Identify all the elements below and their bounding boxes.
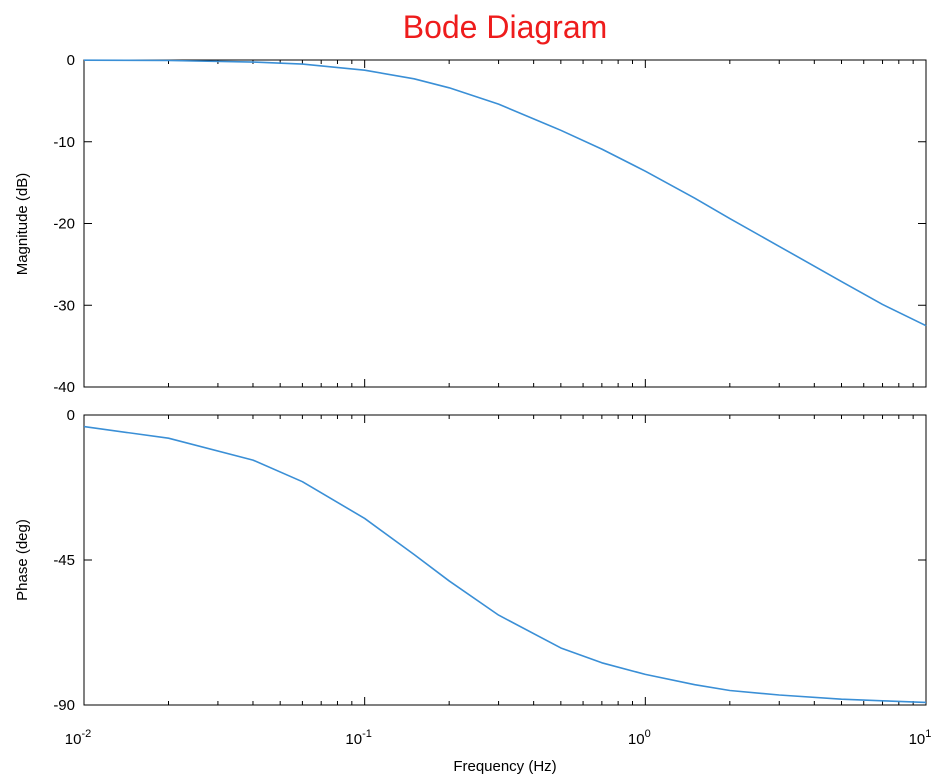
magnitude-y-tick-label: 0 [67, 52, 75, 69]
magnitude-y-tick-label: -30 [53, 297, 75, 314]
frequency-axis-label: Frequency (Hz) [453, 758, 556, 775]
phase-y-tick-label: 0 [67, 407, 75, 424]
x-tick-label: 10-2 [65, 728, 91, 748]
phase-y-tick-label: -90 [53, 697, 75, 714]
x-tick-label: 101 [909, 728, 932, 748]
phase-axis-label: Phase (deg) [14, 519, 31, 601]
phase-frame [83, 414, 927, 706]
phase-y-tick-label: -45 [53, 552, 75, 569]
x-tick-label: 10-1 [345, 728, 371, 748]
magnitude-axis-label: Magnitude (dB) [14, 173, 31, 276]
phase-plot: 0 -45 -90 10-2 10-1 100 101 [53, 407, 931, 748]
magnitude-y-tick-label: -10 [53, 134, 75, 151]
chart-title: Bode Diagram [403, 9, 608, 45]
magnitude-y-tick-label: -20 [53, 216, 75, 233]
phase-series-line [83, 425, 927, 704]
magnitude-frame [83, 59, 927, 388]
x-tick-label: 100 [628, 728, 651, 748]
magnitude-series-line [83, 59, 927, 327]
magnitude-plot: 0 -10 -20 -30 -40 [53, 52, 927, 396]
magnitude-y-tick-label: -40 [53, 379, 75, 396]
